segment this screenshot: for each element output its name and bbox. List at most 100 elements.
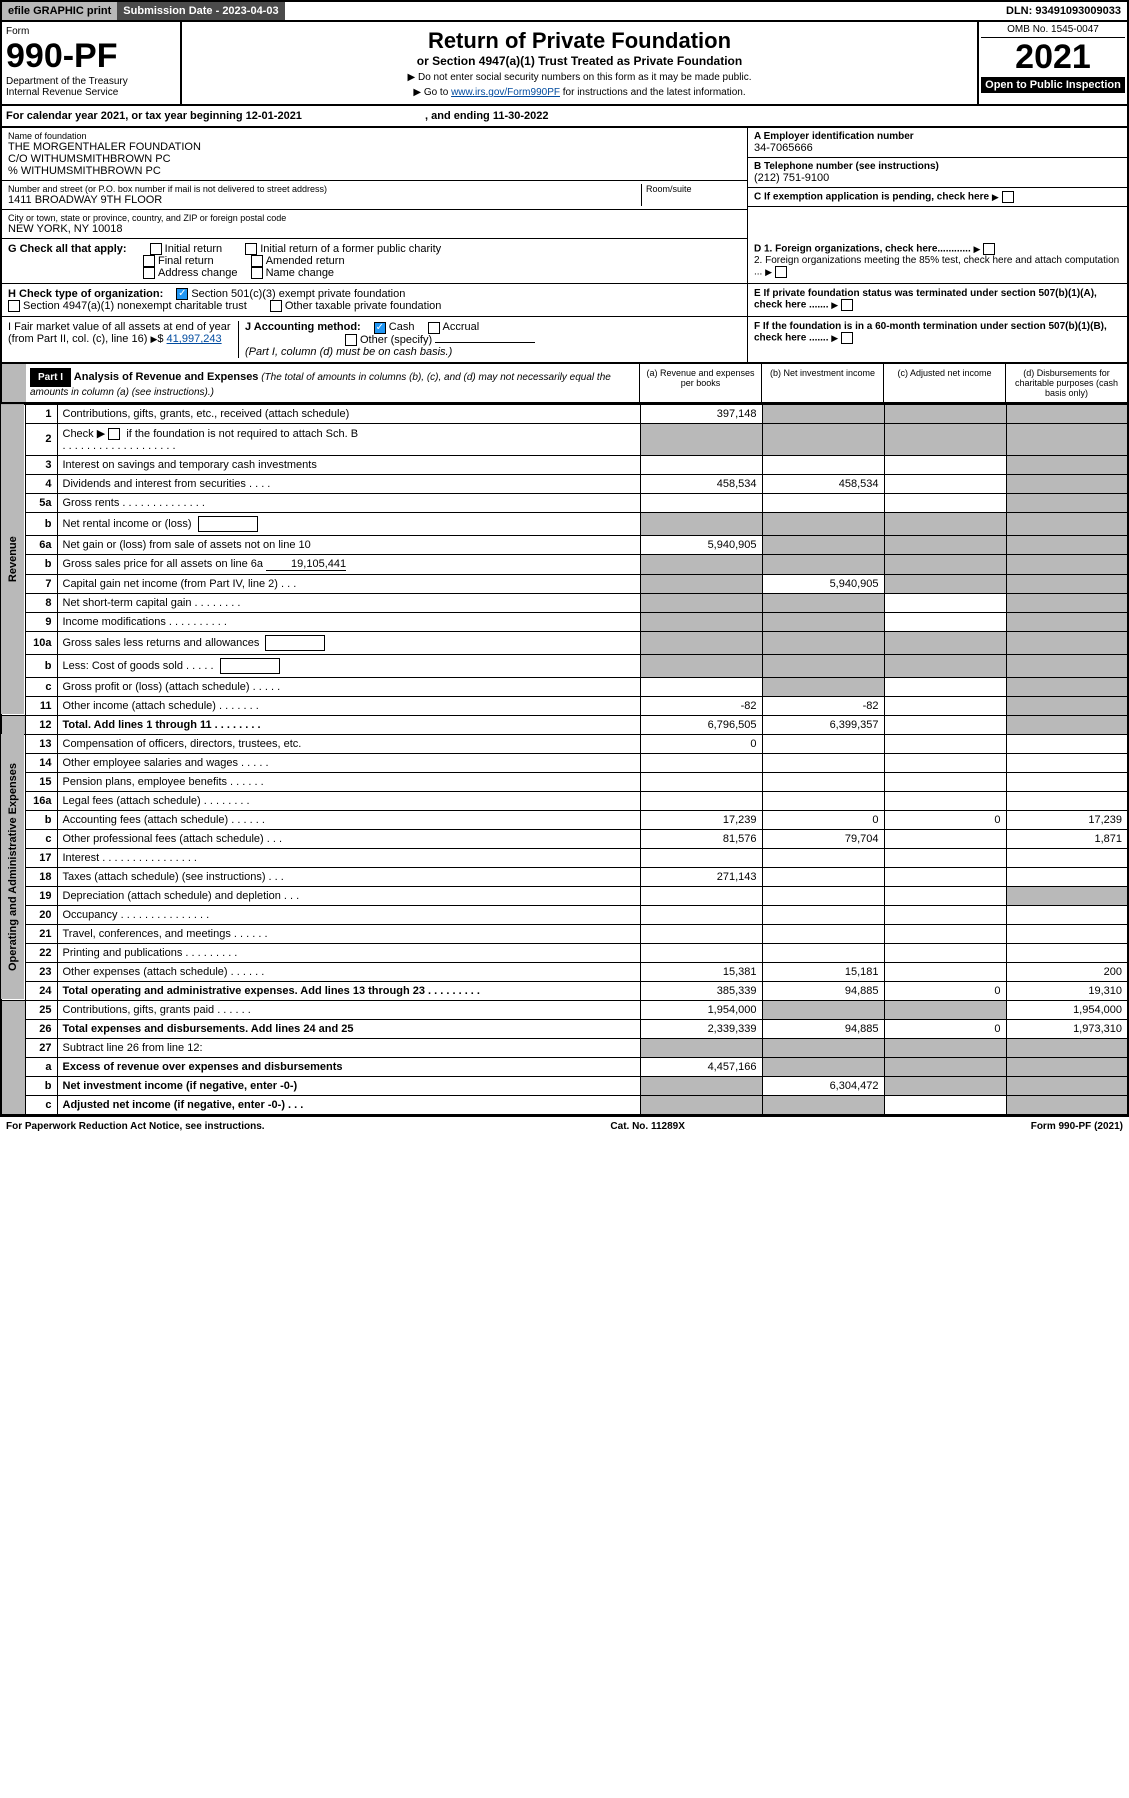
table-row: 7Capital gain net income (from Part IV, … [1, 574, 1128, 593]
part-label: Part I [30, 368, 71, 387]
irs-label: Internal Revenue Service [6, 87, 176, 98]
table-row: bGross sales price for all assets on lin… [1, 554, 1128, 574]
checkbox-addr[interactable] [143, 267, 155, 279]
checkbox-4947[interactable] [8, 300, 20, 312]
checkbox-d1[interactable] [983, 243, 995, 255]
checkbox-amended[interactable] [251, 255, 263, 267]
form-subtitle: or Section 4947(a)(1) Trust Treated as P… [188, 54, 971, 68]
table-row: bNet investment income (if negative, ent… [1, 1076, 1128, 1095]
table-row: 19Depreciation (attach schedule) and dep… [1, 886, 1128, 905]
table-row: 22Printing and publications . . . . . . … [1, 943, 1128, 962]
box-h-e: H Check type of organization: Section 50… [0, 284, 1129, 317]
col-b-head: (b) Net investment income [761, 364, 883, 402]
table-row: bNet rental income or (loss) [1, 512, 1128, 535]
dept-label: Department of the Treasury [6, 76, 176, 87]
table-row: 26Total expenses and disbursements. Add … [1, 1019, 1128, 1038]
checkbox-e[interactable] [841, 299, 853, 311]
arrow-icon [831, 300, 838, 311]
table-row: 11Other income (attach schedule) . . . .… [1, 696, 1128, 715]
form-title: Return of Private Foundation [188, 28, 971, 54]
calendar-year-row: For calendar year 2021, or tax year begi… [0, 106, 1129, 128]
checkbox-d2[interactable] [775, 266, 787, 278]
tax-year: 2021 [981, 38, 1125, 77]
foundation-name: Name of foundation THE MORGENTHALER FOUN… [2, 128, 747, 181]
col-d-head: (d) Disbursements for charitable purpose… [1005, 364, 1127, 402]
table-row: cOther professional fees (attach schedul… [1, 829, 1128, 848]
checkbox-c[interactable] [1002, 191, 1014, 203]
table-row: 12Total. Add lines 1 through 11 . . . . … [1, 715, 1128, 734]
table-row: 3Interest on savings and temporary cash … [1, 455, 1128, 474]
checkbox-f[interactable] [841, 332, 853, 344]
table-row: 15Pension plans, employee benefits . . .… [1, 772, 1128, 791]
top-bar: efile GRAPHIC print Submission Date - 20… [0, 0, 1129, 22]
checkbox-initial-former[interactable] [245, 243, 257, 255]
table-row: 2Check ▶ if the foundation is not requir… [1, 423, 1128, 455]
footer-right: Form 990-PF (2021) [1031, 1121, 1123, 1132]
room-suite-label: Room/suite [646, 184, 741, 194]
checkbox-cash[interactable] [374, 322, 386, 334]
table-row: 4Dividends and interest from securities … [1, 474, 1128, 493]
table-row: 18Taxes (attach schedule) (see instructi… [1, 867, 1128, 886]
table-row: 14Other employee salaries and wages . . … [1, 753, 1128, 772]
entity-info: Name of foundation THE MORGENTHALER FOUN… [0, 128, 1129, 239]
checkbox-other-acct[interactable] [345, 334, 357, 346]
expenses-side-label: Operating and Administrative Expenses [1, 734, 25, 1000]
part1-table: Revenue 1Contributions, gifts, grants, e… [0, 404, 1129, 1116]
submission-date: Submission Date - 2023-04-03 [117, 2, 284, 20]
page-footer: For Paperwork Reduction Act Notice, see … [0, 1116, 1129, 1136]
form-label: Form [6, 26, 176, 37]
city-row: City or town, state or province, country… [2, 210, 747, 239]
table-row: Operating and Administrative Expenses 13… [1, 734, 1128, 753]
table-row: 27Subtract line 26 from line 12: [1, 1038, 1128, 1057]
footer-mid: Cat. No. 11289X [610, 1121, 684, 1132]
checkbox-other-tax[interactable] [270, 300, 282, 312]
efile-label: efile GRAPHIC print [2, 2, 117, 20]
table-row: 23Other expenses (attach schedule) . . .… [1, 962, 1128, 981]
box-ijf: I Fair market value of all assets at end… [0, 317, 1129, 363]
table-row: 17Interest . . . . . . . . . . . . . . .… [1, 848, 1128, 867]
revenue-side-label: Revenue [1, 404, 25, 715]
table-row: 8Net short-term capital gain . . . . . .… [1, 593, 1128, 612]
table-row: 10aGross sales less returns and allowanc… [1, 631, 1128, 654]
checkbox-name[interactable] [251, 267, 263, 279]
footer-left: For Paperwork Reduction Act Notice, see … [6, 1121, 265, 1132]
form-header: Form 990-PF Department of the Treasury I… [0, 22, 1129, 106]
table-row: 9Income modifications . . . . . . . . . … [1, 612, 1128, 631]
arrow-icon [992, 192, 999, 203]
checkbox-accrual[interactable] [428, 322, 440, 334]
table-row: 24Total operating and administrative exp… [1, 981, 1128, 1000]
arrow-icon [831, 333, 838, 344]
table-row: 25Contributions, gifts, grants paid . . … [1, 1000, 1128, 1019]
col-a-head: (a) Revenue and expenses per books [639, 364, 761, 402]
inspection-label: Open to Public Inspection [981, 77, 1125, 93]
fmv-link[interactable]: 41,997,243 [167, 333, 222, 345]
table-row: cGross profit or (loss) (attach schedule… [1, 677, 1128, 696]
form-number: 990-PF [6, 37, 176, 76]
box-g-d: G Check all that apply: Initial return I… [0, 239, 1129, 284]
header-right: OMB No. 1545-0047 2021 Open to Public In… [977, 22, 1127, 104]
note-link: ▶ Go to www.irs.gov/Form990PF for instru… [188, 87, 971, 98]
table-row: bLess: Cost of goods sold . . . . . [1, 654, 1128, 677]
table-row: 20Occupancy . . . . . . . . . . . . . . … [1, 905, 1128, 924]
address-row: Number and street (or P.O. box number if… [2, 181, 747, 210]
part1-header: Part I Analysis of Revenue and Expenses … [0, 364, 1129, 404]
table-row: aExcess of revenue over expenses and dis… [1, 1057, 1128, 1076]
arrow-icon [150, 333, 157, 345]
table-row: 21Travel, conferences, and meetings . . … [1, 924, 1128, 943]
ein-cell: A Employer identification number 34-7065… [748, 128, 1127, 158]
box-c: C If exemption application is pending, c… [748, 188, 1127, 207]
checkbox-initial[interactable] [150, 243, 162, 255]
irs-link[interactable]: www.irs.gov/Form990PF [451, 87, 560, 98]
note-ssn: ▶ Do not enter social security numbers o… [188, 72, 971, 83]
checkbox-final[interactable] [143, 255, 155, 267]
table-row: bAccounting fees (attach schedule) . . .… [1, 810, 1128, 829]
table-row: Revenue 1Contributions, gifts, grants, e… [1, 404, 1128, 423]
table-row: 16aLegal fees (attach schedule) . . . . … [1, 791, 1128, 810]
arrow-icon [765, 267, 772, 278]
col-c-head: (c) Adjusted net income [883, 364, 1005, 402]
checkbox-schb[interactable] [108, 428, 120, 440]
table-row: 6aNet gain or (loss) from sale of assets… [1, 535, 1128, 554]
arrow-icon [974, 244, 981, 255]
header-left: Form 990-PF Department of the Treasury I… [2, 22, 182, 104]
checkbox-501c3[interactable] [176, 288, 188, 300]
